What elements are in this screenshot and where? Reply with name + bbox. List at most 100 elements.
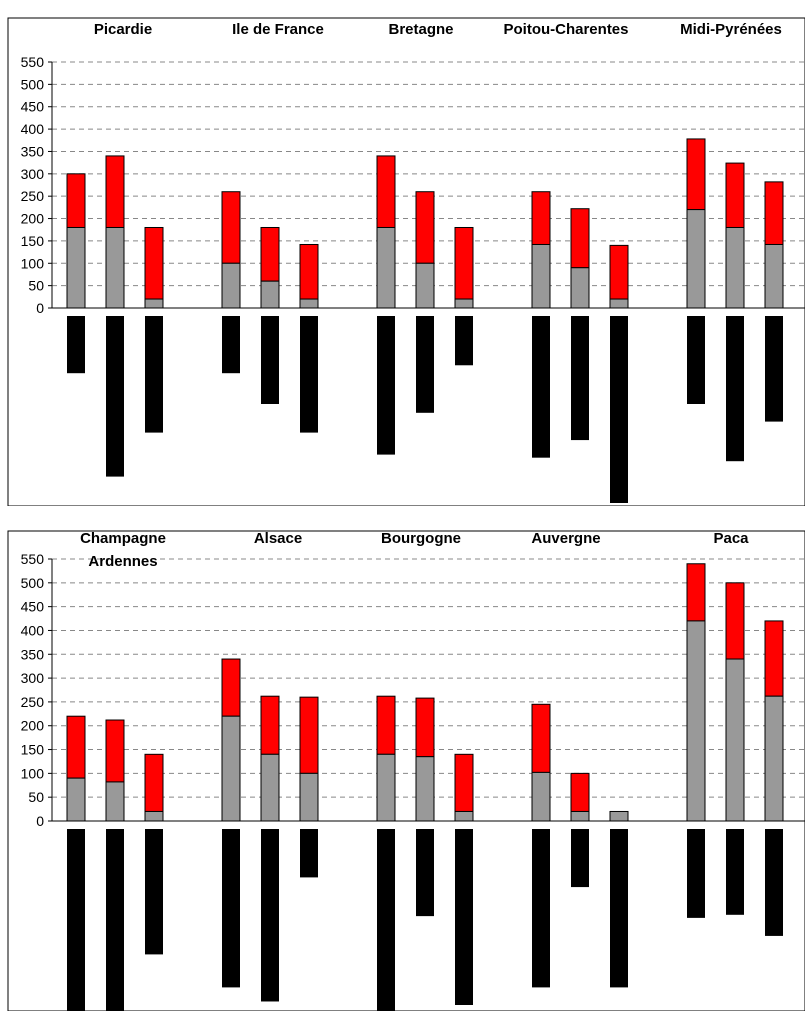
bar-negative [532,829,550,988]
bar-lower-segment [66,777,86,822]
bar-upper-segment [66,173,86,228]
bar-negative [261,316,279,404]
bar-upper-segment [609,244,629,300]
bar-lower-segment [725,658,745,822]
y-tick-label: 200 [21,211,45,227]
bar-negative [106,316,124,477]
bar-lower-segment [609,298,629,309]
y-tick-label: 50 [28,789,44,805]
bar-upper-segment [221,658,241,717]
bar-lower-segment [221,715,241,822]
bar-negative [222,316,240,374]
y-tick-label: 50 [28,278,44,294]
region-label: Champagne [80,530,166,547]
bar-negative [300,829,318,878]
bar-negative [610,829,628,988]
plot-frame [7,17,805,506]
bar-negative [687,316,705,404]
bar-upper-segment [531,191,551,245]
region-label: Poitou-Charentes [503,21,628,38]
bar-upper-segment [105,155,125,228]
region-label: Alsace [254,530,302,547]
bar-upper-segment [144,226,164,300]
bar-upper-segment [299,696,319,774]
y-tick-label: 100 [21,255,45,271]
bar-negative [571,829,589,888]
bar-lower-segment [686,209,706,309]
y-tick-label: 300 [21,670,45,686]
bar-lower-segment [686,620,706,822]
bar-negative [726,829,744,915]
y-tick-label: 250 [21,694,45,710]
bar-negative [416,829,434,917]
y-tick-label: 400 [21,121,45,137]
bar-upper-segment [376,155,396,228]
bar-upper-segment [764,181,784,245]
bar-lower-segment [144,298,164,309]
bar-upper-segment [686,138,706,211]
bar-lower-segment [764,695,784,822]
bar-negative [145,829,163,955]
bar-negative [687,829,705,918]
region-label: Auvergne [531,530,600,547]
bar-negative [726,316,744,462]
region-label: Midi-Pyrénées [680,21,782,38]
bar-lower-segment [764,243,784,309]
bar-lower-segment [376,226,396,309]
bar-upper-segment [764,620,784,697]
region-label: Paca [713,530,749,547]
bar-lower-segment [725,226,745,309]
y-tick-label: 400 [21,622,45,638]
y-tick-label: 100 [21,765,45,781]
bar-upper-segment [415,697,435,758]
y-tick-label: 500 [21,575,45,591]
y-tick-label: 0 [36,300,44,316]
bar-negative [300,316,318,433]
bar-upper-segment [725,582,745,660]
region-label: Bourgogne [381,530,461,547]
bar-negative [222,829,240,988]
bar-upper-segment [376,695,396,755]
y-tick-label: 250 [21,188,45,204]
bar-upper-segment [260,226,280,282]
bar-negative [261,829,279,1002]
bar-negative [106,829,124,1011]
bar-lower-segment [299,772,319,822]
y-tick-label: 450 [21,599,45,615]
bar-negative [610,316,628,503]
bar-upper-segment [260,695,280,755]
bar-lower-segment [105,226,125,309]
bar-upper-segment [531,703,551,773]
bar-lower-segment [454,298,474,309]
y-tick-label: 350 [21,143,45,159]
bar-upper-segment [299,243,319,300]
bar-negative [377,829,395,1011]
chart-panel-top: 0 50 100 150 200 250 300 350 400 450 500 550 Picardi… [7,17,805,506]
bar-negative [455,316,473,366]
bar-lower-segment [376,753,396,822]
bar-negative [67,316,85,374]
bar-upper-segment [570,772,590,812]
bar-upper-segment [105,719,125,783]
bar-negative [67,829,85,1011]
bar-upper-segment [144,753,164,812]
bar-upper-segment [66,715,86,779]
bar-negative [145,316,163,433]
bar-lower-segment [105,781,125,822]
bar-upper-segment [454,226,474,300]
plot-frame [7,530,805,1011]
bar-lower-segment [415,756,435,822]
bar-lower-segment [570,810,590,822]
y-tick-label: 450 [21,99,45,115]
y-tick-label: 150 [21,742,45,758]
bar-negative [571,316,589,441]
bar-lower-segment [299,298,319,309]
y-tick-label: 150 [21,233,45,249]
bar-lower-segment [454,810,474,822]
y-tick-label: 550 [21,54,45,70]
bar-upper-segment [454,753,474,812]
bar-upper-segment [725,162,745,228]
bar-lower-segment [609,810,629,822]
y-tick-label: 200 [21,718,45,734]
y-tick-label: 0 [36,813,44,829]
